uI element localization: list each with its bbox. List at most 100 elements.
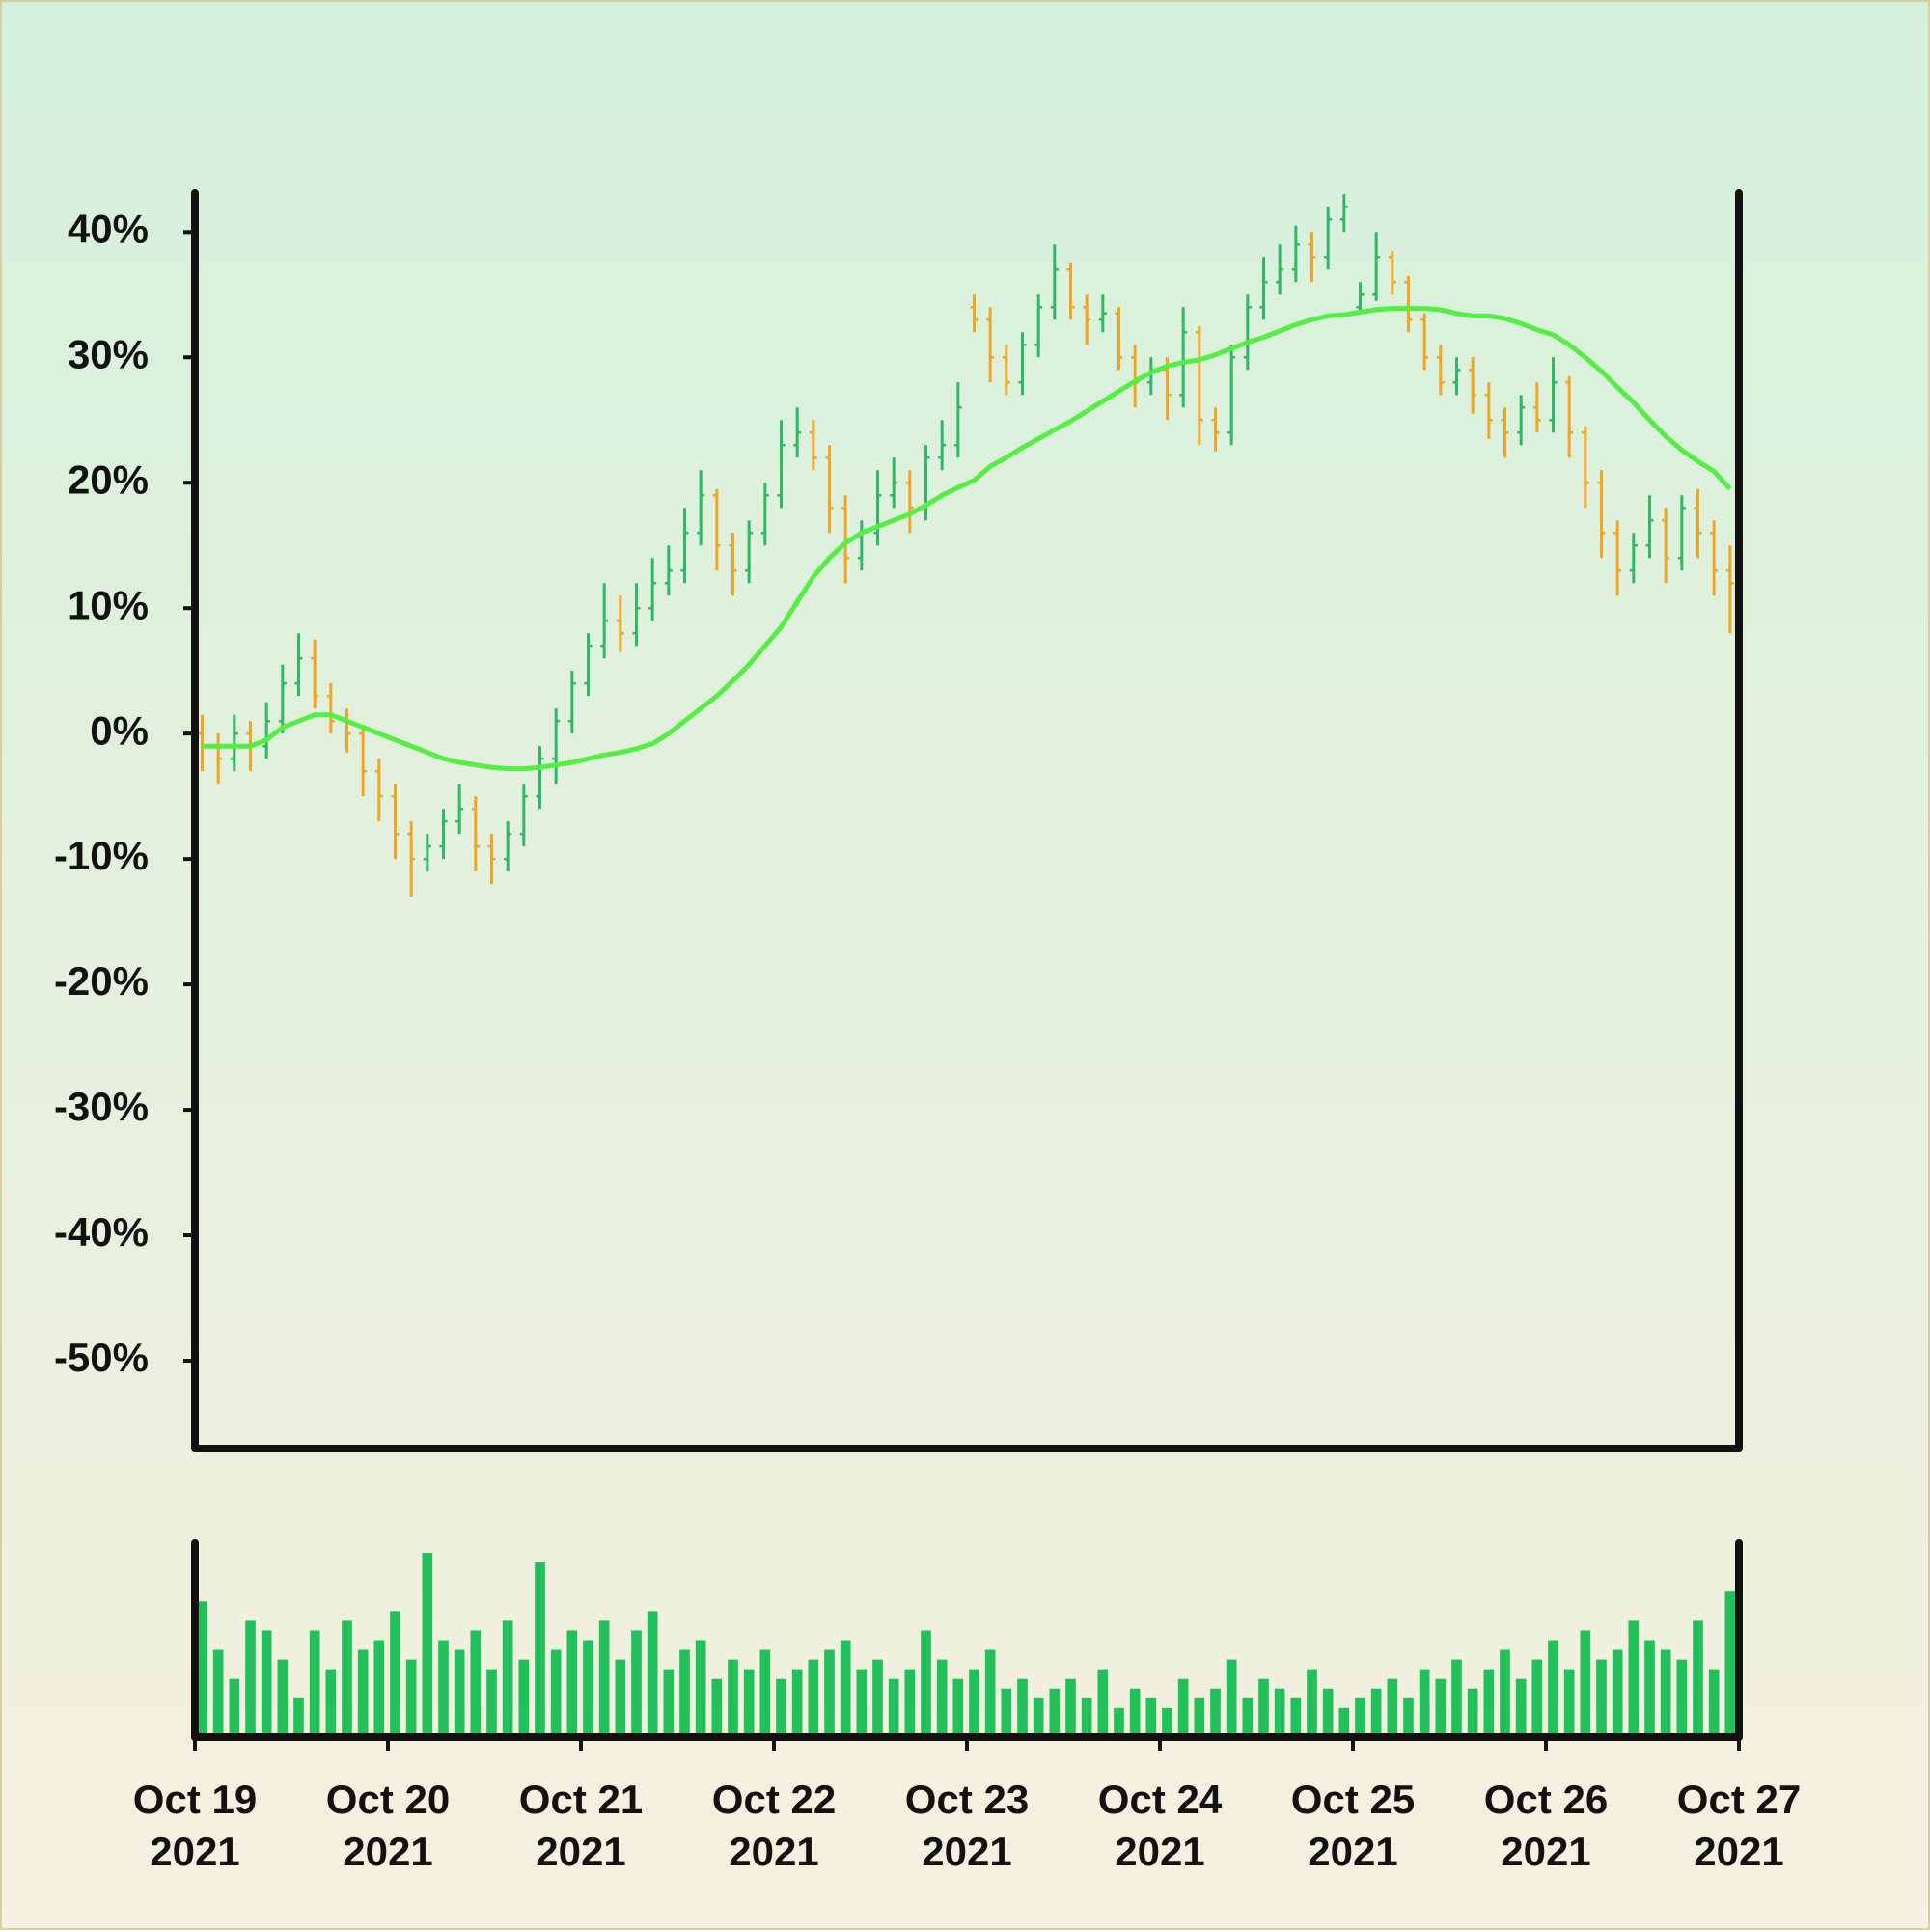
ohlc-bar xyxy=(1452,357,1461,396)
volume-bar xyxy=(695,1640,706,1737)
volume-bar xyxy=(535,1562,545,1737)
volume-bar xyxy=(309,1630,320,1737)
ohlc-bar xyxy=(343,708,351,753)
x-tick-label: Oct 21 2021 xyxy=(518,1777,644,1874)
volume-bar xyxy=(647,1611,658,1737)
volume-bar xyxy=(904,1669,916,1737)
ohlc-bar xyxy=(1581,426,1589,509)
ohlc-bar xyxy=(1420,313,1429,371)
ohlc-bar xyxy=(760,483,769,546)
ohlc-bar xyxy=(1532,382,1541,433)
volume-bar xyxy=(921,1630,931,1737)
ohlc-bar xyxy=(1227,345,1236,446)
ohlc-bar xyxy=(536,746,544,810)
ohlc-bar xyxy=(214,733,223,785)
ohlc-bar xyxy=(1131,345,1140,408)
volume-bar xyxy=(502,1620,513,1737)
ohlc-bar xyxy=(262,702,271,759)
ohlc-bar xyxy=(1034,294,1043,358)
volume-bar xyxy=(373,1640,385,1737)
volume-bar xyxy=(1290,1697,1302,1737)
volume-bar xyxy=(663,1669,675,1737)
ohlc-bar xyxy=(487,834,496,885)
ohlc-bar xyxy=(1677,495,1686,571)
ohlc-bar xyxy=(1018,332,1027,396)
ohlc-bar xyxy=(1243,294,1252,371)
volume-bar xyxy=(1419,1669,1430,1737)
volume-bar xyxy=(1451,1659,1462,1737)
volume-bar xyxy=(1162,1707,1172,1737)
y-tick-label: -50% xyxy=(54,1335,149,1380)
volume-bar xyxy=(1676,1659,1688,1737)
y-tick-label: 40% xyxy=(68,206,149,251)
ohlc-bar xyxy=(825,445,834,534)
volume-bar xyxy=(631,1630,642,1737)
ohlc-bar xyxy=(1324,207,1333,270)
volume-bar xyxy=(1708,1669,1720,1737)
ohlc-bar xyxy=(616,595,624,652)
ohlc-bar xyxy=(648,558,657,621)
volume-bar xyxy=(969,1669,979,1737)
volume-bar xyxy=(518,1659,530,1737)
ohlc-bar xyxy=(986,307,995,383)
volume-bar xyxy=(1500,1649,1510,1737)
volume-bar xyxy=(1114,1707,1124,1737)
ohlc-bar xyxy=(809,420,817,471)
ohlc-bar xyxy=(1372,232,1381,301)
volume-bar xyxy=(679,1649,690,1737)
x-tick-label: Oct 24 2021 xyxy=(1097,1777,1223,1874)
ohlc-bar xyxy=(680,508,689,584)
ohlc-bar xyxy=(1710,520,1719,596)
ohlc-bar xyxy=(1629,533,1638,584)
ohlc-bar xyxy=(1404,275,1413,333)
volume-bar xyxy=(1033,1697,1044,1737)
ohlc-bar xyxy=(857,520,866,571)
ohlc-bar xyxy=(278,664,287,734)
y-tick-label: -10% xyxy=(54,833,149,878)
volume-bar xyxy=(1724,1591,1736,1737)
ohlc-bar xyxy=(198,714,207,772)
volume-bar xyxy=(1628,1620,1640,1737)
volume-bar xyxy=(872,1659,883,1737)
volume-bar xyxy=(1370,1688,1382,1737)
ohlc-bar xyxy=(1469,357,1477,414)
ohlc-bar xyxy=(745,520,754,584)
ohlc-bar xyxy=(374,759,383,822)
volume-bar xyxy=(454,1649,465,1737)
volume-bar xyxy=(438,1640,449,1737)
ohlc-bar xyxy=(1725,545,1734,634)
volume-bar xyxy=(197,1601,207,1737)
volume-bar xyxy=(1258,1678,1269,1737)
volume-bar xyxy=(1563,1669,1575,1737)
volume-bar xyxy=(1210,1688,1221,1737)
ohlc-bar xyxy=(1436,345,1445,396)
volume-bar xyxy=(1612,1649,1623,1737)
x-tick-label: Oct 20 2021 xyxy=(325,1777,451,1874)
ohlc-bar xyxy=(1276,244,1284,295)
ohlc-bar xyxy=(455,784,464,835)
ohlc-bar xyxy=(230,714,238,772)
volume-bar xyxy=(325,1669,337,1737)
volume-bar xyxy=(550,1649,562,1737)
x-tick-label: Oct 22 2021 xyxy=(711,1777,837,1874)
volume-bar xyxy=(342,1620,352,1737)
ohlc-bar xyxy=(1179,307,1188,408)
volume-bar xyxy=(615,1659,626,1737)
volume-bar xyxy=(293,1697,304,1737)
volume-bar xyxy=(245,1620,256,1737)
y-tick-label: 20% xyxy=(68,456,149,502)
volume-bar xyxy=(1660,1649,1671,1737)
y-tick-label: -40% xyxy=(54,1209,149,1255)
volume-bar xyxy=(759,1649,771,1737)
volume-bar xyxy=(1467,1688,1478,1737)
ohlc-bar xyxy=(407,821,416,897)
x-tick-label: Oct 19 2021 xyxy=(132,1777,258,1874)
volume-bar xyxy=(1097,1669,1109,1737)
volume-bar xyxy=(1644,1640,1655,1737)
ohlc-bar xyxy=(504,821,512,872)
volume-bar xyxy=(1483,1669,1495,1737)
volume-bar xyxy=(1226,1659,1237,1737)
ohlc-bar xyxy=(1195,325,1203,446)
volume-bar xyxy=(840,1640,851,1737)
volume-bar xyxy=(1693,1620,1703,1737)
